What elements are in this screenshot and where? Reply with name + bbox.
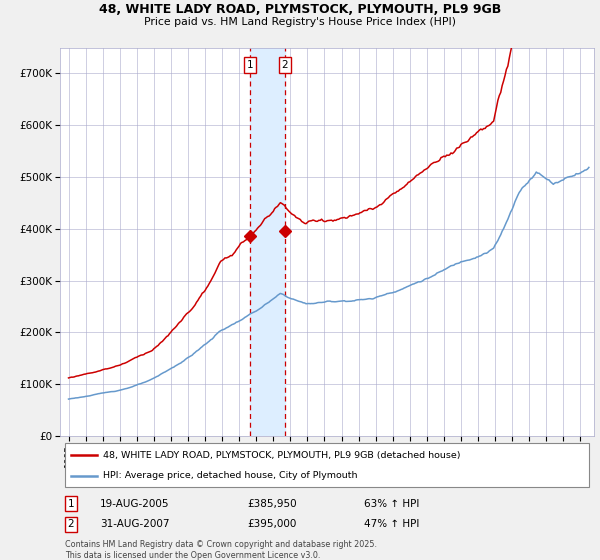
Bar (250, 48, 284, 436)
Text: £395,000: £395,000 (247, 520, 296, 529)
Text: HPI: Average price, detached house, City of Plymouth: HPI: Average price, detached house, City… (103, 472, 357, 480)
Text: 31-AUG-2007: 31-AUG-2007 (100, 520, 170, 529)
FancyBboxPatch shape (65, 443, 589, 487)
Text: 2: 2 (281, 60, 288, 70)
Text: 2: 2 (67, 520, 74, 529)
Text: 19-AUG-2005: 19-AUG-2005 (100, 499, 170, 509)
Text: 47% ↑ HPI: 47% ↑ HPI (364, 520, 420, 529)
Text: 48, WHITE LADY ROAD, PLYMSTOCK, PLYMOUTH, PL9 9GB (detached house): 48, WHITE LADY ROAD, PLYMSTOCK, PLYMOUTH… (103, 451, 460, 460)
Text: Contains HM Land Registry data © Crown copyright and database right 2025.
This d: Contains HM Land Registry data © Crown c… (65, 540, 377, 559)
Text: 1: 1 (247, 60, 253, 70)
Text: 63% ↑ HPI: 63% ↑ HPI (364, 499, 420, 509)
Text: £385,950: £385,950 (247, 499, 296, 509)
Text: 48, WHITE LADY ROAD, PLYMSTOCK, PLYMOUTH, PL9 9GB: 48, WHITE LADY ROAD, PLYMSTOCK, PLYMOUTH… (99, 3, 501, 16)
Text: 1: 1 (67, 499, 74, 509)
Text: Price paid vs. HM Land Registry's House Price Index (HPI): Price paid vs. HM Land Registry's House … (144, 17, 456, 27)
